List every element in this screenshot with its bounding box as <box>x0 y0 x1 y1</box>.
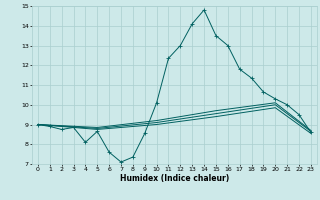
X-axis label: Humidex (Indice chaleur): Humidex (Indice chaleur) <box>120 174 229 183</box>
